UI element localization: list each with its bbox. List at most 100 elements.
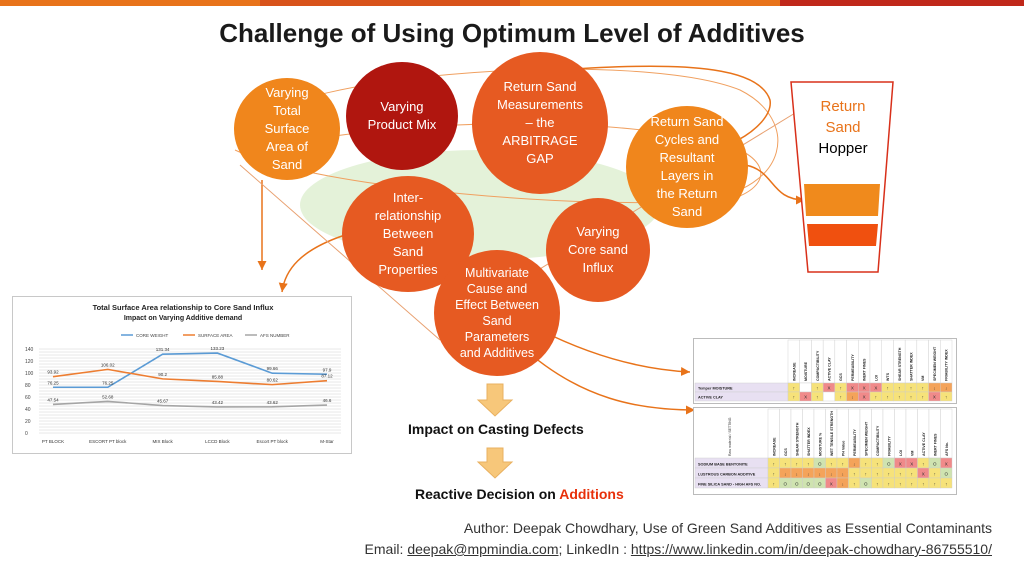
- bubble-return-sand-measurements: Return Sand Measurements – the ARBITRAGE…: [472, 52, 608, 194]
- cell-value: ↑: [899, 482, 901, 487]
- cell-value: X: [830, 482, 833, 487]
- data-label: 133.23: [211, 346, 225, 351]
- data-label: 76.25: [47, 380, 59, 385]
- y-tick-label: 120: [25, 359, 34, 365]
- footer-author: Author: Deepak Chowdhary, Use of Green S…: [463, 520, 992, 536]
- cell-value: ↑: [876, 472, 878, 477]
- cell-value: ↑: [876, 482, 878, 487]
- cell-value: ↑: [773, 462, 775, 467]
- cell-value: ↓: [784, 472, 786, 477]
- cell-value: ↓: [853, 462, 855, 467]
- header-label: LOI: [874, 375, 878, 381]
- cell-value: ↑: [911, 472, 913, 477]
- bubble-multivariate: Multivariate Cause and Effect Between Sa…: [434, 250, 560, 376]
- cell-value: X: [827, 386, 830, 391]
- header-label: LOI: [899, 450, 903, 456]
- linkedin-link[interactable]: https://www.linkedin.com/in/deepak-chowd…: [630, 541, 992, 557]
- chart-svg: Total Surface Area relationship to Core …: [25, 303, 341, 444]
- data-label: 76.25: [102, 380, 114, 385]
- cell-value: ↑: [945, 482, 947, 487]
- header-label: ACTIVE CLAY: [922, 432, 926, 456]
- cell-value: ↓: [842, 482, 844, 487]
- legend-label: SURFACE AREA: [198, 333, 233, 338]
- inter-chart-arrow: [278, 234, 346, 293]
- impact-down-arrow: [476, 383, 514, 417]
- cell-value: X: [922, 472, 925, 477]
- cell-value: X: [910, 462, 913, 467]
- cell-value: X: [804, 395, 807, 400]
- decision-accent: Additions: [559, 486, 624, 502]
- cell-value: ↑: [888, 482, 890, 487]
- header-label: VM: [921, 376, 925, 381]
- cell-value: ↑: [840, 395, 842, 400]
- diag-line: [239, 164, 441, 341]
- cell-value: ↑: [807, 462, 809, 467]
- row-label: SODIUM BASE BENTONITE: [698, 463, 748, 467]
- cell-value: X: [851, 386, 854, 391]
- y-tick-label: 100: [25, 371, 34, 377]
- cell-value: ↑: [899, 472, 901, 477]
- series-line: [52, 400, 328, 408]
- cell-value: ↑: [796, 462, 798, 467]
- footer-contact: Email: deepak@mpmindia.com; LinkedIn : h…: [365, 541, 992, 557]
- email-link[interactable]: deepak@mpmindia.com: [407, 541, 559, 557]
- cell-value: ↑: [793, 395, 795, 400]
- header-label: SHEAR STRENGTH: [898, 347, 902, 381]
- header-label: COMPACTIBILITY: [876, 425, 880, 456]
- header-label: MOISTURE: [804, 361, 808, 381]
- hopper-fill-top: [804, 184, 880, 216]
- cell-value: ↓: [945, 386, 947, 391]
- header-label: SHATTER INDEX: [807, 427, 811, 456]
- series-line: [52, 368, 328, 386]
- multi-table2-arrow: [519, 344, 696, 415]
- cell-value: ↑: [853, 472, 855, 477]
- table-cell: [940, 477, 953, 489]
- cell-value: ↑: [875, 395, 877, 400]
- header-label: COMPACTIBILITY: [816, 350, 820, 381]
- cell-value: O: [783, 482, 787, 487]
- legend-label: AFS NUMBER: [260, 333, 290, 338]
- row-label: Temper MOISTURE: [698, 387, 733, 391]
- header-label: GCS: [839, 373, 843, 381]
- data-label: 85.88: [212, 374, 224, 379]
- cell-value: X: [874, 386, 877, 391]
- header-label: GCS: [784, 448, 788, 456]
- y-tick-label: 40: [25, 407, 31, 413]
- cell-value: ↑: [934, 482, 936, 487]
- top-accent-bar: [0, 0, 1024, 6]
- decision-down-arrow: [476, 447, 514, 479]
- cell-value: O: [887, 462, 891, 467]
- x-tick-label: LCCD Block: [205, 439, 230, 444]
- bubble-product-mix: Varying Product Mix: [346, 62, 458, 170]
- header-label: MOISTURE %: [818, 432, 822, 456]
- data-label: 80.62: [267, 378, 279, 383]
- cell-value: ↑: [773, 482, 775, 487]
- hopper-fill-bottom: [807, 224, 878, 246]
- data-label: 90.2: [158, 372, 167, 377]
- header-label: AFS No.: [945, 442, 949, 456]
- data-label: 87.12: [321, 374, 333, 379]
- hopper-line-2: Sand: [825, 119, 861, 136]
- y-tick-label: 60: [25, 395, 31, 401]
- cell-value: ↑: [910, 395, 912, 400]
- data-label: 43.62: [267, 400, 279, 405]
- header-label: SHATTER INDEX: [910, 352, 914, 381]
- cell-value: ↓: [819, 472, 821, 477]
- decision-prefix: Reactive Decision on: [415, 486, 560, 502]
- header-label: INCREASE: [792, 362, 796, 381]
- hopper-line-1: Return: [820, 98, 866, 115]
- hopper-label: Return Sand Hopper: [790, 96, 896, 159]
- x-tick-label: PT BLOCK: [42, 439, 64, 444]
- header-label: PERMEABILITY: [853, 429, 857, 456]
- cell-value: ↑: [865, 472, 867, 477]
- cell-value: ↑: [911, 482, 913, 487]
- cell-value: O: [944, 472, 948, 477]
- cell-value: X: [899, 462, 902, 467]
- header-label: PERMEABILITY: [851, 354, 855, 381]
- cell-value: ↑: [934, 472, 936, 477]
- row-label: LUSTROUS CARBON ADDITIVE: [698, 473, 756, 477]
- data-label: 45.67: [157, 399, 169, 404]
- cell-value: ↑: [898, 386, 900, 391]
- chart-subtitle: Impact on Varying Additive demand: [124, 315, 242, 322]
- table-cell: [799, 382, 812, 393]
